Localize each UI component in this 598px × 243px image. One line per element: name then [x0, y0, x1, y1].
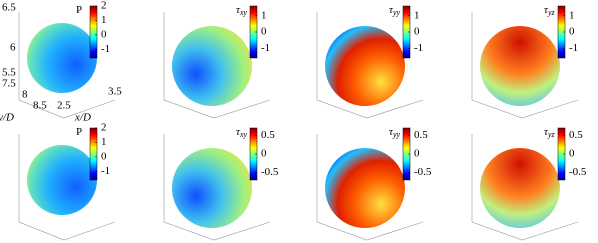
axis-box: [316, 134, 424, 241]
colorbar-tick-label: -1: [101, 43, 110, 55]
sphere: [325, 26, 405, 106]
colorbar-tick-label: 1: [569, 9, 575, 21]
symbol: τ: [236, 4, 241, 16]
sphere: [27, 145, 97, 215]
colorbar-tick-label: 1: [101, 14, 107, 26]
symbol: τ: [389, 126, 394, 138]
colorbar: [89, 127, 98, 181]
symbol: τ: [544, 126, 549, 138]
subscript: xy: [239, 130, 248, 139]
subscript: yy: [392, 8, 401, 17]
colorbar-tick-label: -1: [261, 42, 270, 54]
axis-box: [163, 134, 271, 241]
colorbar-tick-label: 2: [101, 122, 107, 134]
symbol: P: [76, 4, 82, 16]
colorbar-title: P: [76, 126, 82, 138]
colorbar-title: τxy: [236, 126, 247, 139]
subscript: yz: [547, 130, 556, 139]
colorbar-tick-label: -1: [569, 42, 578, 54]
axis-box: [18, 12, 116, 119]
colorbar-tick-label: -0.5: [569, 166, 587, 178]
axis-box: [18, 134, 116, 241]
colorbar-title: τyy: [389, 126, 400, 139]
sphere: [480, 26, 560, 106]
symbol: τ: [389, 4, 394, 16]
sphere: [172, 148, 252, 228]
y-tick: 6.5: [2, 2, 16, 14]
axis-box: [316, 12, 424, 119]
x-tick: 8: [22, 89, 28, 101]
y-tick: 6: [10, 42, 16, 54]
subscript: yz: [547, 8, 556, 17]
axis-box: [163, 12, 271, 119]
colorbar-tick-label: 0: [101, 28, 107, 40]
x-tick: 3.5: [108, 86, 122, 98]
sphere: [172, 26, 252, 106]
colorbar-tick-label: 0: [569, 26, 575, 38]
colorbar-tick-label: 0: [101, 150, 107, 162]
colorbar-tick-label: 0.5: [414, 129, 428, 141]
colorbar-tick-label: 0: [569, 148, 575, 160]
symbol: τ: [544, 4, 549, 16]
colorbar-tick-label: 0: [414, 26, 420, 38]
colorbar: [89, 5, 98, 59]
colorbar-tick-label: 0: [261, 148, 267, 160]
colorbar-tick-label: 0: [261, 26, 267, 38]
sphere: [325, 148, 405, 228]
subscript: yy: [392, 130, 401, 139]
colorbar-tick-label: 0.5: [569, 129, 583, 141]
colorbar-tick-label: -1: [101, 165, 110, 177]
colorbar-title: τyy: [389, 4, 400, 17]
colorbar-tick-label: 2: [101, 0, 107, 12]
symbol: P: [76, 126, 82, 138]
colorbar-tick-label: 1: [261, 9, 267, 21]
colorbar-tick-label: -0.5: [261, 166, 279, 178]
colorbar-title: P: [76, 4, 82, 16]
colorbar-tick-label: -0.5: [414, 166, 432, 178]
colorbar-title: τyz: [544, 4, 555, 17]
colorbar-tick-label: 1: [101, 136, 107, 148]
symbol: τ: [236, 126, 241, 138]
colorbar-tick-label: 0.5: [261, 129, 275, 141]
sphere: [480, 148, 560, 228]
axis-box: [471, 12, 579, 119]
x-tick: 7.5: [2, 78, 16, 90]
sphere: [27, 23, 97, 93]
colorbar-title: τyz: [544, 126, 555, 139]
axis-box: [471, 134, 579, 241]
y-tick: 5.5: [2, 67, 16, 79]
y-label: y/D: [0, 112, 14, 124]
x-label: x/D: [74, 112, 91, 124]
subscript: xy: [239, 8, 248, 17]
colorbar-title: τxy: [236, 4, 247, 17]
colorbar-tick-label: 0: [414, 148, 420, 160]
x-tick: 2.5: [57, 100, 71, 112]
colorbar-tick-label: -1: [414, 42, 423, 54]
colorbar-tick-label: 1: [414, 9, 420, 21]
x-tick: 8.5: [33, 100, 47, 112]
